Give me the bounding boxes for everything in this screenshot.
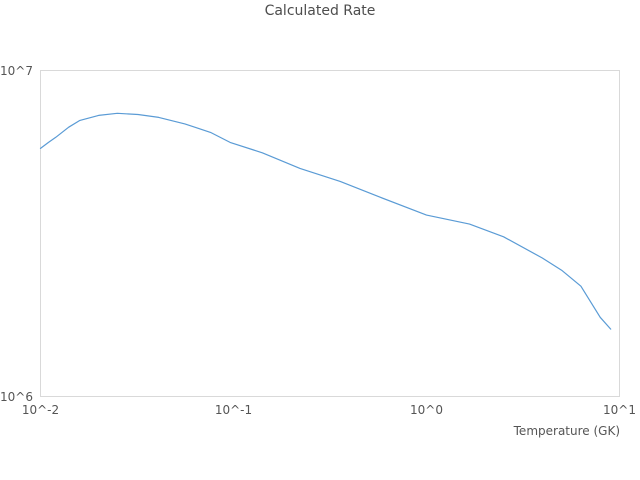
y-tick-label: 10^7: [0, 63, 33, 78]
x-tick-label: 10^0: [410, 403, 443, 417]
chart-title: Calculated Rate: [264, 3, 376, 19]
y-tick-label: 10^6: [0, 389, 33, 404]
x-tick-label: 10^-1: [214, 403, 253, 417]
x-tick-label: 10^1: [603, 403, 636, 417]
x-axis-title: Temperature (GK): [513, 424, 620, 438]
x-tick-label: 10^-2: [21, 403, 60, 417]
plot-border: [40, 70, 620, 397]
rate-curve-line: [39, 112, 612, 330]
